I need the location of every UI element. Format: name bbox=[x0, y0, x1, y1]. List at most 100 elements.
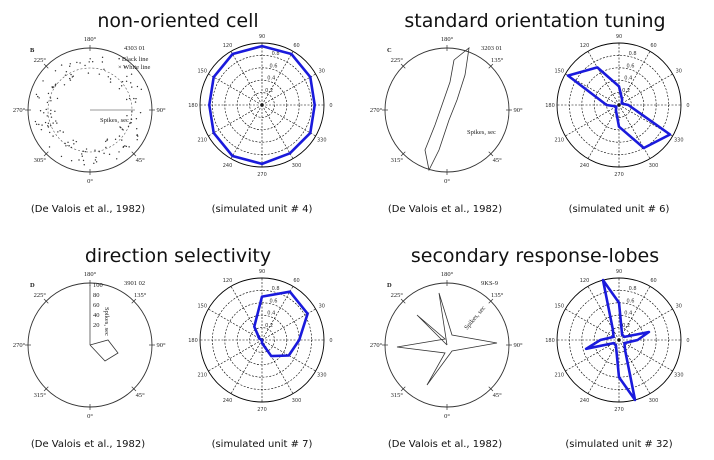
angle-label: 180 bbox=[545, 103, 555, 109]
angle-label: 90 bbox=[616, 34, 622, 40]
scan-dot bbox=[46, 101, 49, 104]
scan-dot bbox=[118, 87, 121, 90]
scan-dot bbox=[40, 128, 43, 131]
angle-label: 30 bbox=[319, 304, 325, 310]
angle-label: 270 bbox=[257, 407, 267, 413]
angle-label: 0 bbox=[686, 103, 689, 109]
scan-dot bbox=[87, 72, 90, 74]
scan-dot bbox=[103, 68, 105, 70]
scan-tick bbox=[400, 151, 406, 157]
scan-dot bbox=[73, 143, 75, 145]
radius-label: 0.6 bbox=[269, 63, 277, 69]
caption: (simulated unit # 7) bbox=[212, 439, 313, 450]
spoke bbox=[208, 339, 263, 372]
scan-dot bbox=[52, 122, 54, 124]
scan-dot bbox=[136, 85, 139, 88]
scan-note: Spikes, sec bbox=[103, 307, 110, 336]
scan-angle-label: 135° bbox=[491, 57, 504, 64]
scan-tick bbox=[488, 151, 494, 157]
scan-dot bbox=[98, 73, 101, 75]
scan-dot bbox=[70, 160, 73, 162]
radius-label: 0.2 bbox=[265, 323, 273, 329]
scan-dot bbox=[82, 159, 85, 162]
scan-dot bbox=[93, 162, 95, 165]
scan-trace bbox=[89, 339, 119, 362]
angle-label: 300 bbox=[649, 398, 659, 404]
scan-dot bbox=[91, 61, 94, 63]
angle-label: 60 bbox=[293, 43, 299, 49]
scan-letter: C bbox=[387, 47, 392, 54]
scan-dot bbox=[105, 146, 107, 149]
scan-tick bbox=[488, 298, 494, 304]
angle-label: 180 bbox=[188, 103, 198, 109]
scan-dot bbox=[136, 127, 138, 130]
scan-angle-label: 270° bbox=[13, 107, 26, 114]
scan-dot bbox=[107, 76, 110, 78]
scan-dot bbox=[41, 124, 43, 126]
angle-label: 60 bbox=[650, 278, 656, 284]
caption: (De Valois et al., 1982) bbox=[31, 439, 145, 450]
spoke bbox=[230, 51, 263, 106]
scan-tick bbox=[131, 298, 137, 304]
scan-dot bbox=[52, 86, 55, 88]
scan-dot bbox=[47, 122, 50, 125]
angle-label: 330 bbox=[674, 138, 684, 144]
scan-angle-label: 0° bbox=[444, 413, 450, 420]
scan-angle-label: 225° bbox=[391, 292, 404, 299]
scan-note: × White line bbox=[118, 64, 151, 71]
spoke bbox=[587, 51, 620, 106]
scan-id: 4303 01 bbox=[124, 45, 145, 52]
scan-dot bbox=[75, 140, 78, 143]
scan-dot bbox=[54, 110, 56, 113]
spoke bbox=[230, 104, 263, 159]
scan-dot bbox=[47, 92, 50, 95]
radius-label: 0.8 bbox=[629, 51, 637, 57]
scan-dot bbox=[124, 145, 126, 147]
scan-dot bbox=[120, 126, 122, 129]
scan-dot bbox=[70, 146, 73, 149]
scan-dot bbox=[131, 86, 133, 88]
scan-angle-label: 135° bbox=[491, 292, 504, 299]
scan-angle-label: 45° bbox=[136, 392, 146, 399]
scan-dot bbox=[51, 86, 53, 88]
scan-dot bbox=[128, 97, 131, 100]
scan-dot bbox=[46, 115, 48, 117]
angle-label: 300 bbox=[649, 163, 659, 169]
scan-angle-label: 90° bbox=[156, 107, 166, 114]
panel: secondary response-lobes D 9KS-9 180° 135° 90… bbox=[370, 245, 690, 450]
scan-angle-label: 180° bbox=[441, 271, 454, 278]
scan-dot bbox=[43, 112, 45, 114]
scan-dot bbox=[125, 98, 128, 101]
radius-label: 0.8 bbox=[272, 51, 280, 57]
scan-dot bbox=[35, 93, 38, 96]
scan-dot bbox=[137, 135, 139, 137]
angle-label: 120 bbox=[580, 278, 590, 284]
scan-dot bbox=[95, 161, 98, 163]
angle-label: 300 bbox=[292, 398, 302, 404]
scan-dot bbox=[49, 131, 51, 134]
scan-dot bbox=[84, 150, 86, 153]
scan-dot bbox=[81, 153, 83, 155]
scan-dot bbox=[84, 64, 86, 67]
scan-dot bbox=[88, 61, 90, 63]
scan-dot bbox=[34, 120, 37, 123]
scan-dot bbox=[131, 111, 133, 113]
angle-label: 240 bbox=[223, 398, 233, 404]
radius-label: 0.2 bbox=[265, 88, 273, 94]
scan-dot bbox=[48, 146, 51, 148]
scan-tick bbox=[400, 386, 406, 392]
scan-dot bbox=[62, 131, 64, 133]
scan-dot bbox=[42, 80, 44, 82]
scan-dot bbox=[69, 77, 71, 80]
scan-dot bbox=[122, 129, 124, 131]
spoke bbox=[261, 104, 294, 159]
radius-label: 0.6 bbox=[626, 63, 634, 69]
scan-dot bbox=[37, 95, 39, 98]
scan-angle-label: 270° bbox=[370, 107, 383, 114]
panel-title: direction selectivity bbox=[85, 245, 271, 267]
scan-angle-label: 315° bbox=[391, 157, 404, 164]
scan-dot bbox=[140, 88, 143, 91]
scan-note: • Black line bbox=[118, 56, 149, 63]
radius-label: 0.8 bbox=[629, 286, 637, 292]
scan-dot bbox=[127, 125, 130, 128]
